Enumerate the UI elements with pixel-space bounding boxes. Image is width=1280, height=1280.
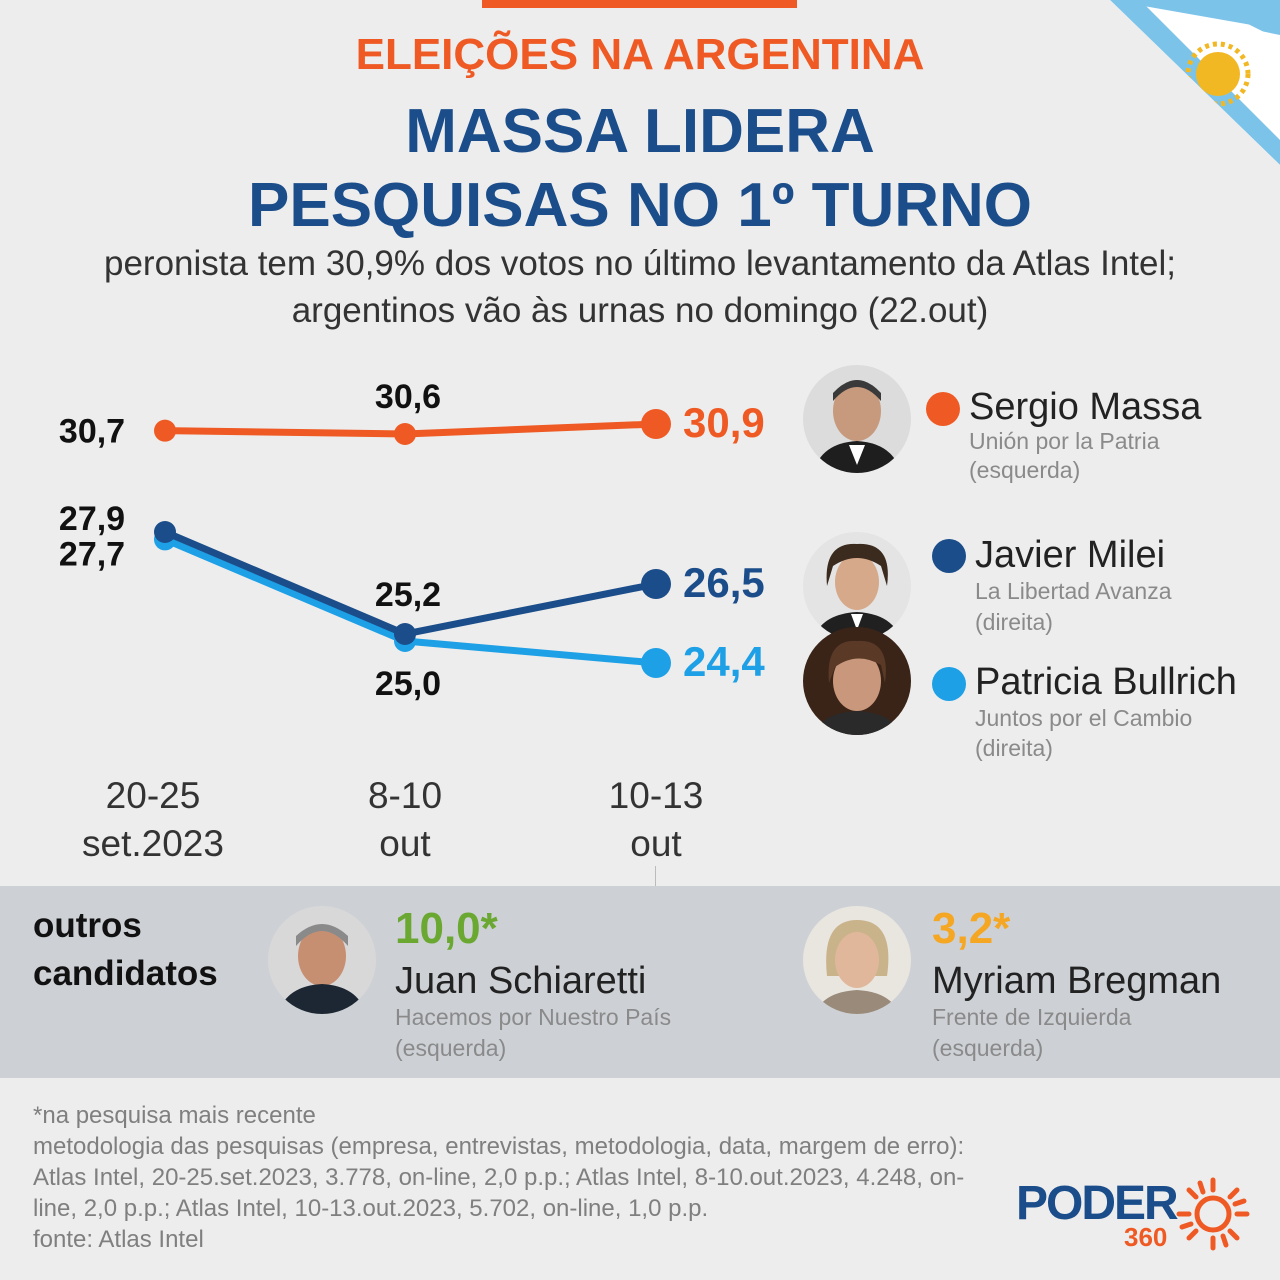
axis-tick (655, 866, 656, 886)
candidate-leaning: (esquerda) (395, 1035, 507, 1061)
candidate-party: Unión por la Patria (969, 428, 1160, 454)
candidate-party: Frente de Izquierda (932, 1004, 1132, 1030)
sun-logo-icon (1176, 1177, 1250, 1251)
page-title-line1: MASSA LIDERA (405, 97, 875, 166)
milei-photo-icon (803, 532, 911, 640)
candidate-name: Patricia Bullrich (975, 661, 1237, 703)
data-label-bullrich: 24,4 (683, 638, 765, 685)
candidate-party: Hacemos por Nuestro País (395, 1004, 672, 1030)
footnote-asterisk: *na pesquisa mais recente (33, 1102, 316, 1129)
data-point-bullrich (641, 648, 671, 678)
candidate-leaning: (direita) (975, 735, 1053, 761)
line-chart: 30,7 30,6 30,9 27,9 25,2 26,5 27,7 25,0 24,4 (59, 378, 765, 703)
candidate-party: La Libertad Avanza (975, 578, 1172, 604)
legend-dot-bullrich (932, 667, 966, 701)
footnotes: *na pesquisa mais recente metodologia da… (33, 1100, 993, 1255)
others-panel (0, 886, 1280, 1078)
x-tick-label: 8-10 out (367, 775, 443, 864)
bregman-value: 3,2* (932, 904, 1011, 953)
data-label-massa: 30,9 (683, 399, 765, 446)
others-label: outros candidatos (33, 906, 218, 993)
logo-subtext: 360 (1124, 1222, 1168, 1252)
logo-text: PODER (1016, 1177, 1179, 1230)
bullrich-photo-icon (803, 627, 911, 735)
legend-dot-milei (932, 539, 966, 573)
candidate-leaning: (direita) (975, 609, 1053, 635)
argentina-flag-icon (1110, 0, 1280, 165)
candidate-leaning: (esquerda) (969, 457, 1081, 483)
bregman-photo-icon (803, 906, 911, 1014)
schiaretti-photo-icon (268, 906, 376, 1014)
data-label-milei: 26,5 (683, 559, 765, 606)
schiaretti-value: 10,0* (395, 904, 498, 953)
data-label-bullrich: 25,0 (375, 665, 441, 703)
candidate-name: Juan Schiaretti (395, 960, 647, 1002)
candidate-party: Juntos por el Cambio (975, 705, 1193, 731)
subtitle-line1: peronista tem 30,9% dos votos no último … (103, 244, 1176, 283)
page-title-line2: PESQUISAS NO 1º TURNO (248, 171, 1032, 240)
data-point-massa (641, 409, 671, 439)
data-point-milei (394, 623, 416, 645)
top-accent-bar (482, 0, 797, 8)
x-tick-label: 20-25 set.2023 (82, 775, 224, 864)
methodology-note: metodologia das pesquisas (empresa, entr… (33, 1133, 965, 1222)
data-label-milei: 27,9 (59, 500, 125, 538)
data-label-milei: 25,2 (375, 576, 441, 614)
candidate-name: Myriam Bregman (932, 960, 1222, 1002)
data-label-massa: 30,6 (375, 378, 441, 416)
candidate-name: Javier Milei (975, 534, 1166, 576)
data-label-massa: 30,7 (59, 413, 125, 451)
massa-photo-icon (803, 365, 911, 473)
data-point-massa (394, 423, 416, 445)
data-label-bullrich: 27,7 (59, 535, 125, 573)
data-point-milei (154, 521, 176, 543)
data-point-massa (154, 419, 176, 442)
x-tick-label: 10-13 out (608, 775, 704, 864)
legend-dot-massa (926, 392, 960, 426)
subtitle-line2: argentinos vão às urnas no domingo (22.o… (291, 291, 989, 330)
candidate-name: Sergio Massa (969, 386, 1202, 428)
source-note: fonte: Atlas Intel (33, 1226, 204, 1253)
kicker: ELEIÇÕES NA ARGENTINA (355, 30, 925, 79)
candidate-leaning: (esquerda) (932, 1035, 1044, 1061)
data-point-milei (641, 569, 671, 599)
